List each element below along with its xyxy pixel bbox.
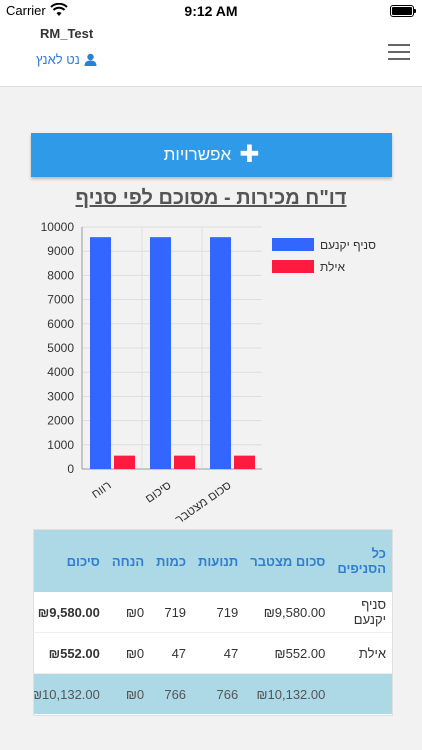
bar-yokneam <box>150 237 171 469</box>
y-tick-label: 10000 <box>41 220 75 234</box>
cell-cumulative: ₪552.00 <box>244 632 332 674</box>
wifi-icon <box>50 3 68 16</box>
cell-discount: ₪0 <box>105 592 151 633</box>
branch-name[interactable]: אילת <box>331 632 392 674</box>
bar-yokneam <box>210 237 231 469</box>
clock: 9:12 AM <box>184 3 238 19</box>
table-header-row: כל הסניפים סכום מצטבר תנועות כמות הנחה ס… <box>34 530 392 592</box>
total-label <box>331 673 392 714</box>
x-tick-label: סכום מצטבר <box>173 478 234 525</box>
cell-transactions: 47 <box>192 632 245 674</box>
total-discount: ₪0 <box>105 673 151 714</box>
y-tick-label: 9000 <box>47 244 74 258</box>
user-name: נט לאנץ <box>36 52 80 67</box>
table-row[interactable]: אילת ₪552.00 47 47 ₪0 ₪552.00 <box>34 632 392 674</box>
table-row[interactable]: סניף יקנעם ₪9,580.00 719 719 ₪0 ₪9,580.0… <box>34 592 392 633</box>
cell-discount: ₪0 <box>105 632 151 674</box>
y-tick-label: 0 <box>67 462 74 476</box>
header-transactions: תנועות <box>192 530 245 592</box>
total-cumulative: ₪10,132.00 <box>244 673 332 714</box>
menu-icon[interactable] <box>388 44 410 60</box>
battery-icon <box>390 5 416 17</box>
y-tick-label: 6000 <box>47 317 74 331</box>
cell-transactions: 719 <box>192 592 245 633</box>
header-cumulative: סכום מצטבר <box>244 530 332 592</box>
cell-cumulative: ₪9,580.00 <box>244 592 332 633</box>
header-discount: הנחה <box>105 530 151 592</box>
cell-summary: ₪552.00 <box>34 632 106 674</box>
legend-label: אילת <box>320 260 346 274</box>
total-summary: ₪10,132.00 <box>34 673 106 714</box>
legend-swatch <box>272 260 314 273</box>
y-tick-label: 2000 <box>47 414 74 428</box>
sales-bar-chart: 0 1000 2000 3000 4000 5000 6000 7000 8000 9000 100… <box>41 220 376 525</box>
bar-eilat <box>234 455 255 469</box>
y-tick-label: 8000 <box>47 268 74 282</box>
user-link[interactable]: נט לאנץ <box>36 52 97 67</box>
y-tick-label: 7000 <box>47 293 74 307</box>
report-title: דו"ח מכירות - מסוכם לפי סניף <box>75 187 347 209</box>
y-tick-label: 4000 <box>47 365 74 379</box>
user-icon <box>84 53 97 66</box>
header-all-branches: כל הסניפים <box>331 530 392 592</box>
x-tick-label: רווח <box>89 478 114 501</box>
app-header: RM_Test נט לאנץ <box>0 22 422 87</box>
legend-swatch <box>272 238 314 251</box>
header-quantity: כמות <box>150 530 193 592</box>
bar-eilat <box>174 455 195 469</box>
total-quantity: 766 <box>150 673 193 714</box>
y-tick-label: 3000 <box>47 389 74 403</box>
branch-name[interactable]: סניף יקנעם <box>331 592 392 633</box>
x-tick-label: סיכום <box>142 478 173 506</box>
total-transactions: 766 <box>192 673 245 714</box>
app-title: RM_Test <box>40 26 94 41</box>
header-summary: סיכום <box>34 530 106 592</box>
cell-summary: ₪9,580.00 <box>34 592 106 633</box>
carrier-label: Carrier <box>6 3 46 18</box>
cell-quantity: 47 <box>150 632 193 674</box>
y-tick-label: 5000 <box>47 341 74 355</box>
options-button[interactable]: אפשרויות ✚ <box>31 133 392 177</box>
summary-table[interactable]: כל הסניפים סכום מצטבר תנועות כמות הנחה ס… <box>33 529 393 716</box>
bar-yokneam <box>90 237 111 469</box>
table-total-row: ₪10,132.00 766 766 ₪0 ₪10,132.00 <box>34 673 392 714</box>
status-bar: Carrier 9:12 AM <box>0 0 422 22</box>
y-tick-label: 1000 <box>47 438 74 452</box>
options-label: אפשרויות <box>163 145 232 164</box>
plus-icon: ✚ <box>239 141 260 168</box>
legend-label: סניף יקנעם <box>320 238 376 252</box>
bar-eilat <box>114 455 135 469</box>
cell-quantity: 719 <box>150 592 193 633</box>
